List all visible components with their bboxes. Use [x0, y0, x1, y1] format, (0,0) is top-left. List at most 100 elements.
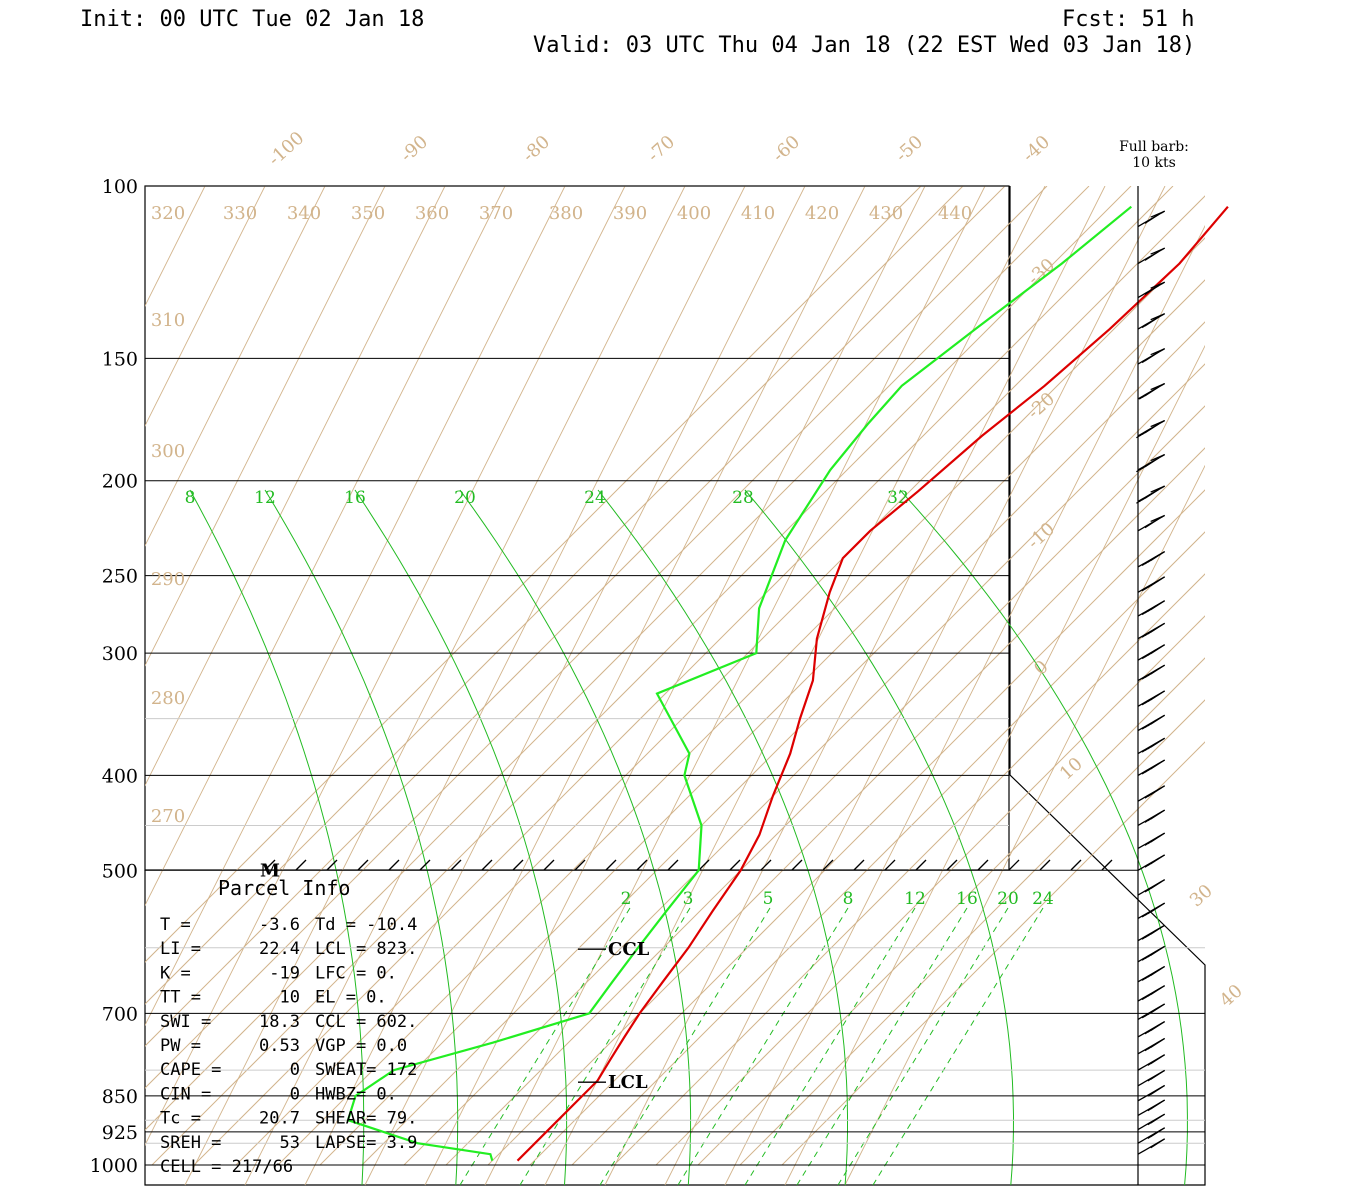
parcel-value: 0.53 — [259, 1036, 300, 1056]
parcel-label-2: SHEAR= 79. — [315, 1109, 417, 1129]
thetae-label: 28 — [732, 488, 754, 508]
wind-barb — [1137, 965, 1165, 983]
parcel-label: CELL = 217/66 — [160, 1157, 293, 1177]
thetae-label: 20 — [454, 488, 476, 508]
wind-barb — [1137, 664, 1165, 682]
pressure-labels: 100 150 200 250 300 400 500 700 850 925 1000 — [90, 176, 138, 1177]
wind-barb — [1137, 759, 1165, 776]
isotherm-label: -20 — [1024, 388, 1060, 423]
parcel-value: 10 — [280, 988, 300, 1008]
thetae-labels: 8 12 16 20 24 28 32 — [185, 488, 909, 508]
isotherm-label: -50 — [892, 131, 928, 166]
init-time: Init: 00 UTC Tue 02 Jan 18 — [80, 7, 424, 32]
parcel-label-2: Td = -10.4 — [315, 915, 417, 935]
wind-barb — [1137, 313, 1165, 330]
parcel-label: LI = — [160, 939, 201, 959]
wind-barb — [1137, 924, 1165, 942]
parcel-value: -19 — [269, 963, 300, 983]
parcel-label-2: LAPSE= 3.9 — [315, 1133, 417, 1153]
wind-barb — [1137, 514, 1165, 532]
pressure-label: 250 — [102, 566, 138, 588]
barb-legend-line2: 10 kts — [1132, 155, 1176, 171]
isotherm-label: -40 — [1019, 131, 1055, 166]
theta-label: 310 — [151, 310, 185, 331]
wind-barb — [1137, 809, 1165, 827]
wind-barb — [1137, 902, 1165, 920]
level-hatch-marks — [264, 859, 1113, 871]
wind-barb — [1137, 1037, 1165, 1055]
theta-label: 440 — [938, 203, 972, 224]
forecast-hour: Fcst: 51 h — [1062, 7, 1194, 32]
wind-barb — [1137, 551, 1165, 568]
parcel-label: CIN = — [160, 1084, 211, 1104]
wind-barb — [1137, 600, 1165, 617]
isotherm-label: -90 — [397, 131, 433, 166]
mixing-ratio-labels: 2 3 5 8 12 16 20 24 — [621, 889, 1054, 909]
wind-barb — [1137, 382, 1165, 400]
pressure-label: 150 — [102, 348, 138, 370]
wind-barb — [1137, 945, 1165, 963]
dewpoint-profile — [346, 205, 1132, 1162]
mixing-ratio-label: 5 — [763, 889, 774, 909]
wind-barb — [1137, 1138, 1165, 1155]
isotherm-label: -10 — [1024, 518, 1060, 553]
wind-barb — [1137, 1113, 1165, 1131]
parcel-label-2: LFC = 0. — [315, 963, 397, 983]
wind-barb — [1137, 348, 1165, 365]
parcel-label-2: HWBZ= 0. — [315, 1084, 397, 1104]
pressure-label: 700 — [102, 1003, 138, 1025]
wind-barb — [1137, 1054, 1165, 1071]
thetae-label: 12 — [254, 488, 276, 508]
theta-label: 350 — [351, 203, 385, 224]
parcel-label: CAPE = — [160, 1060, 221, 1080]
wind-barb — [1136, 419, 1165, 439]
theta-label: 410 — [741, 203, 775, 224]
marker-m-label: M — [260, 860, 280, 881]
pressure-label: 100 — [102, 176, 138, 198]
isotherm-label: 10 — [1056, 753, 1087, 784]
parcel-label: T = — [160, 915, 191, 935]
thetae-label: 8 — [185, 488, 196, 508]
parcel-value: 0 — [290, 1084, 300, 1104]
pressure-label: 500 — [102, 860, 138, 882]
pressure-label: 200 — [102, 471, 138, 493]
wind-barb — [1137, 854, 1165, 871]
theta-label: 380 — [549, 203, 583, 224]
theta-label: 340 — [287, 203, 321, 224]
theta-label: 330 — [223, 203, 257, 224]
theta-label: 270 — [151, 806, 185, 827]
lcl-label: LCL — [608, 1072, 648, 1093]
mixing-ratio-label: 8 — [843, 889, 854, 909]
wind-barb — [1137, 879, 1165, 896]
theta-labels: 320 330 340 350 360 370 380 390 400 410 420 430 440 3… — [151, 203, 972, 827]
pressure-label: 1000 — [90, 1155, 138, 1177]
isotherm-label: -30 — [1024, 254, 1060, 289]
temperature-profile — [516, 205, 1229, 1162]
wind-barb — [1136, 485, 1165, 504]
wind-barb — [1137, 247, 1165, 265]
theta-label: 290 — [151, 569, 185, 590]
theta-label: 420 — [805, 203, 839, 224]
parcel-label: SREH = — [160, 1133, 221, 1153]
thetae-label: 32 — [887, 488, 909, 508]
ccl-label: CCL — [608, 939, 650, 960]
parcel-label-2: CCL = 602. — [315, 1012, 417, 1032]
isotherm-label: -70 — [644, 131, 680, 166]
thetae-label: 24 — [584, 488, 606, 508]
wind-barb — [1137, 210, 1165, 228]
parcel-value: 22.4 — [259, 939, 300, 959]
theta-label: 390 — [613, 203, 647, 224]
parcel-info-table: T = -3.6 Td = -10.4 LI = 22.4 LCL = 823. K = -1… — [160, 915, 417, 1177]
parcel-label: TT = — [160, 988, 201, 1008]
thetae-label: 16 — [344, 488, 366, 508]
wind-barbs — [1136, 210, 1165, 1155]
wind-barb — [1136, 453, 1165, 473]
parcel-label-2: LCL = 823. — [315, 939, 417, 959]
parcel-label: SWI = — [160, 1012, 211, 1032]
isotherm-label: -100 — [264, 128, 308, 171]
parcel-value: 0 — [290, 1060, 300, 1080]
mixing-ratio-label: 20 — [997, 889, 1019, 909]
wind-barb — [1137, 644, 1165, 661]
pressure-label: 300 — [102, 643, 138, 665]
